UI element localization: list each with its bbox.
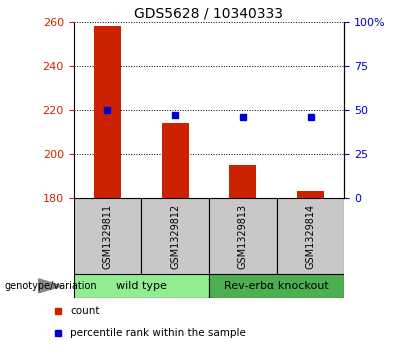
Text: count: count	[70, 306, 100, 316]
Text: percentile rank within the sample: percentile rank within the sample	[70, 328, 246, 338]
Text: GSM1329814: GSM1329814	[305, 203, 315, 269]
Polygon shape	[39, 279, 62, 293]
Bar	[209, 198, 277, 274]
Text: GSM1329813: GSM1329813	[238, 203, 248, 269]
Title: GDS5628 / 10340333: GDS5628 / 10340333	[134, 7, 284, 21]
Text: wild type: wild type	[116, 281, 167, 291]
Text: Rev-erbα knockout: Rev-erbα knockout	[224, 281, 329, 291]
Bar	[277, 198, 344, 274]
Text: GSM1329812: GSM1329812	[170, 203, 180, 269]
Bar	[74, 274, 209, 298]
Bar	[162, 123, 189, 198]
Text: GSM1329811: GSM1329811	[102, 203, 113, 269]
Text: genotype/variation: genotype/variation	[4, 281, 97, 291]
Bar	[141, 198, 209, 274]
Bar	[209, 274, 344, 298]
Bar	[229, 165, 256, 198]
Bar	[74, 198, 141, 274]
Bar	[94, 26, 121, 198]
Bar	[297, 191, 324, 198]
